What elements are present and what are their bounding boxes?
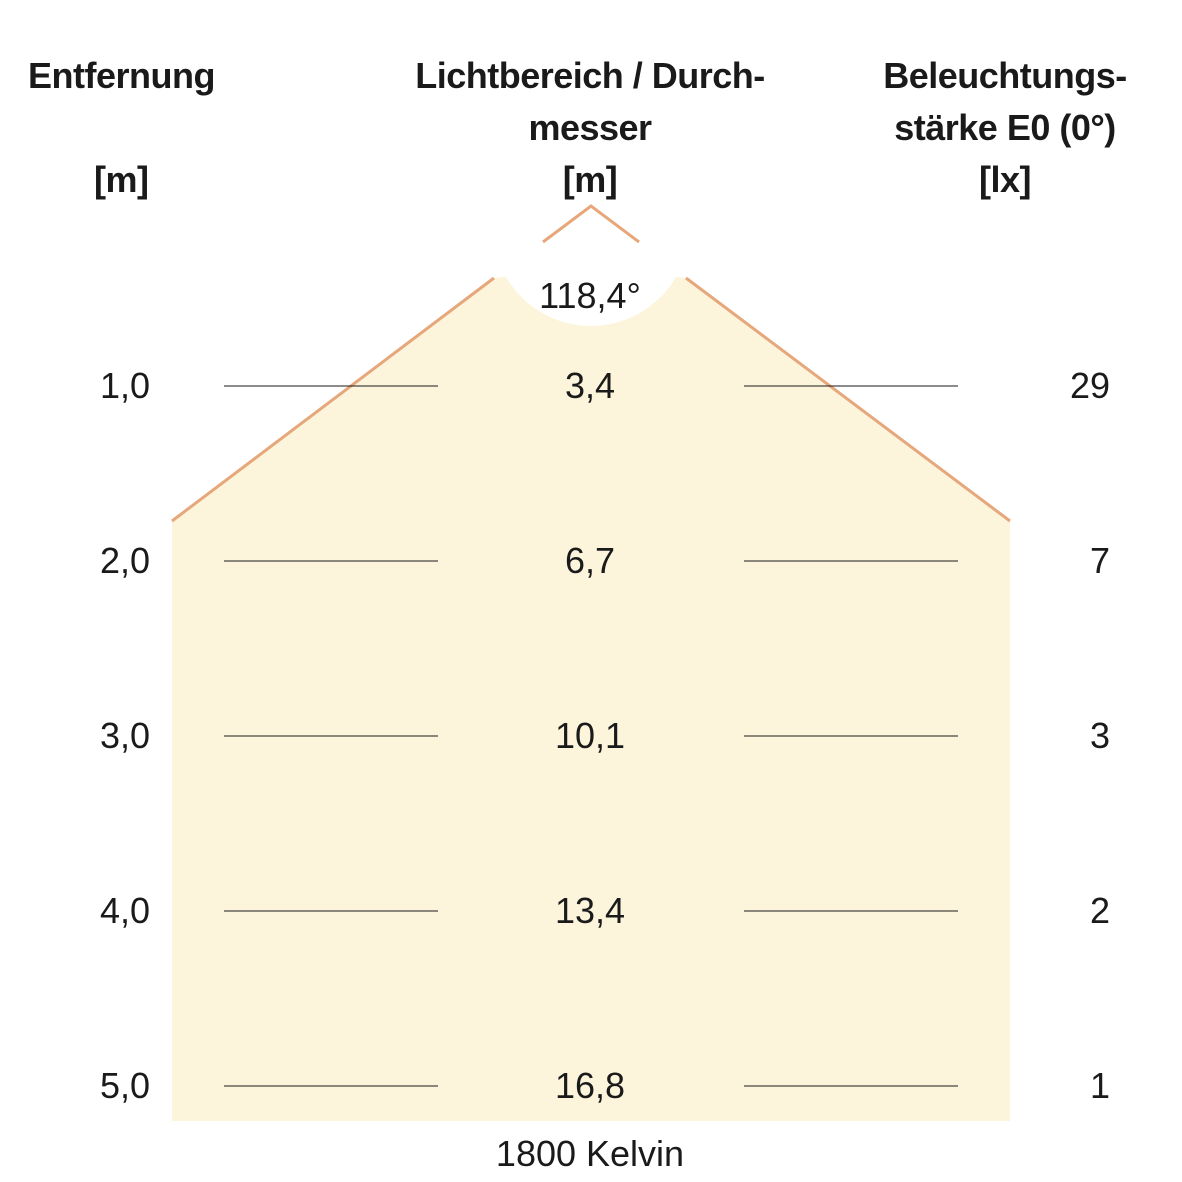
distance-header-unit: [m]	[94, 159, 149, 200]
beam-edge-right	[685, 276, 1011, 523]
distance-header-label: Entfernung	[28, 55, 215, 96]
illuminance-header-line-2: stärke E0 (0°)	[894, 107, 1116, 148]
beam-edge-left	[171, 276, 495, 523]
diameter-value: 16,8	[554, 1065, 626, 1106]
diameter-header-line-2: messer	[528, 107, 652, 148]
distance-value: 3,0	[99, 715, 150, 756]
diameter-value: 3,4	[564, 365, 616, 406]
illuminance-value: 7	[1089, 540, 1110, 581]
light-cone-area	[172, 268, 1010, 1121]
illuminance-header-unit: [lx]	[979, 159, 1032, 200]
angle-arc-background	[493, 130, 689, 326]
distance-value: 1,0	[99, 365, 150, 406]
diameter-header-line-1: Lichtbereich / Durch-	[415, 55, 765, 96]
diameter-value: 6,7	[564, 540, 616, 581]
illuminance-value: 1	[1089, 1065, 1110, 1106]
diameter-value: 10,1	[554, 715, 626, 756]
illuminance-header-line-1: Beleuchtungs-	[883, 55, 1127, 96]
illuminance-value: 29	[1069, 365, 1110, 406]
diameter-column-header: Lichtbereich / Durch- messer [m]	[400, 50, 780, 206]
diameter-value: 13,4	[554, 890, 626, 931]
distance-value: 5,0	[99, 1065, 150, 1106]
color-temperature-label: 1800 Kelvin	[495, 1133, 685, 1174]
row-rules	[224, 385, 958, 1087]
diameter-header-unit: [m]	[562, 159, 618, 200]
distance-value: 4,0	[99, 890, 150, 931]
beam-angle-label: 118,4°	[539, 275, 641, 316]
illuminance-column-header: Beleuchtungs- stärke E0 (0°) [lx]	[860, 50, 1150, 206]
distance-column-header: Entfernung [m]	[28, 50, 258, 206]
illuminance-value: 3	[1089, 715, 1110, 756]
distance-value: 2,0	[99, 540, 150, 581]
illuminance-value: 2	[1089, 890, 1110, 931]
beam-apex-marker	[542, 204, 640, 244]
